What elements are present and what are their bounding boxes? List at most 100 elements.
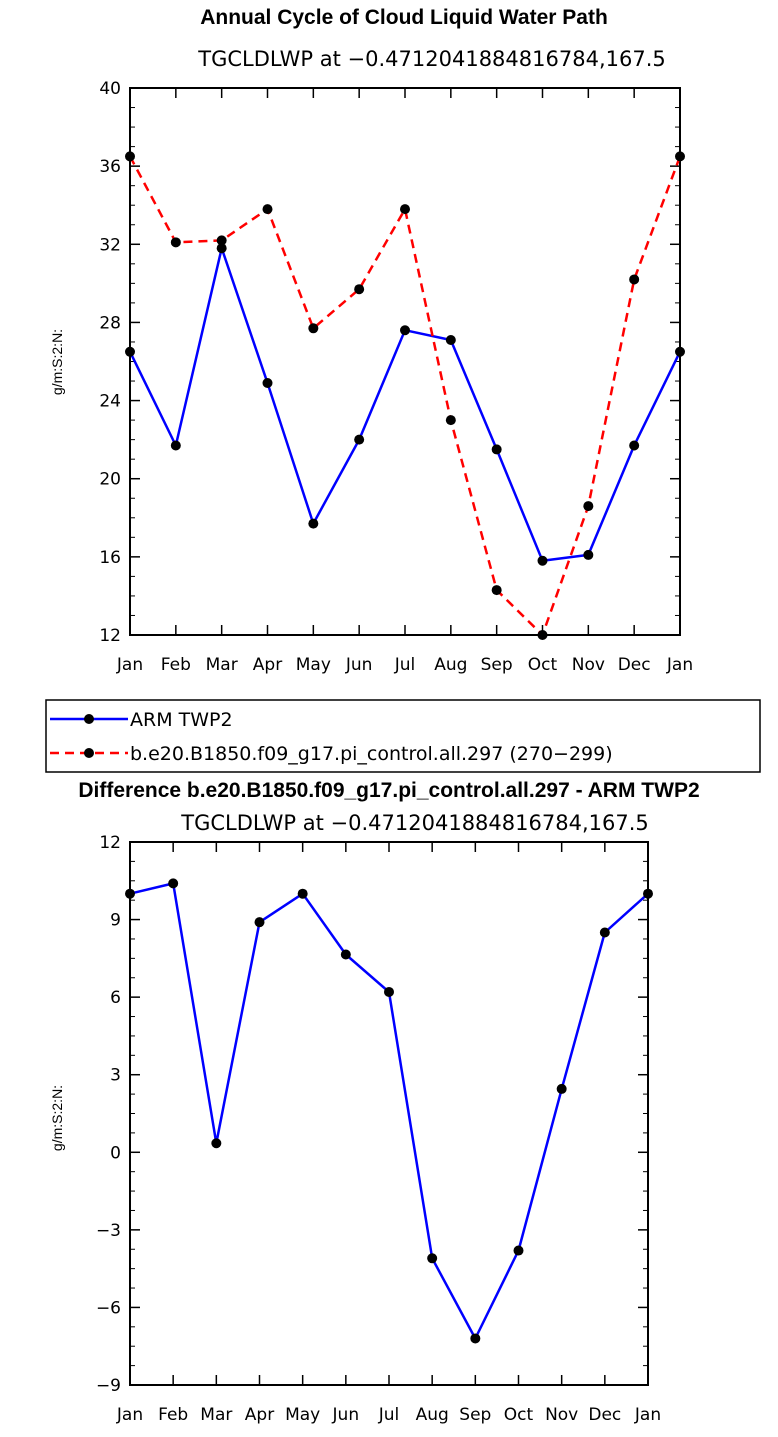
chart1-ytick-label: 36 xyxy=(99,157,121,177)
chart1-series-0-point xyxy=(491,444,502,455)
chart1-series-1-point xyxy=(675,151,685,162)
chart2-xtick-label: Sep xyxy=(459,1405,491,1425)
chart2-ytick-label: 9 xyxy=(110,911,121,931)
chart2-ytick-label: 6 xyxy=(110,988,121,1008)
chart1-series-0-point xyxy=(583,549,594,560)
chart1-series-0-point xyxy=(216,243,227,254)
chart1-ytick-label: 40 xyxy=(99,79,121,99)
chart1-xtick-label: Oct xyxy=(528,655,558,675)
chart2-ytick-label: 12 xyxy=(99,833,121,853)
chart1-series-0-point xyxy=(537,555,548,566)
chart2-xtick-label: Nov xyxy=(545,1405,578,1425)
chart1-series-0-point xyxy=(170,440,181,451)
chart2-series-0-point xyxy=(168,878,179,889)
chart2-xtick-label: Jul xyxy=(378,1405,400,1425)
chart2-xtick-label: May xyxy=(285,1405,320,1425)
chart2-series-0-point xyxy=(211,1138,222,1149)
chart1-series-0-line xyxy=(128,246,682,563)
chart2-series-0-point xyxy=(254,917,265,928)
chart1-frame xyxy=(129,87,681,636)
chart2-ytick-label: −9 xyxy=(96,1376,121,1396)
chart2-xtick-label: Dec xyxy=(588,1405,621,1425)
chart2-series-0-point xyxy=(427,1253,438,1264)
chart2-xtick-label: Aug xyxy=(416,1405,449,1425)
chart1-series-0-point xyxy=(629,440,640,451)
chart2-plot: −9 −6 −3 0 3 6 9 12 Jan Feb Mar Apr May Jun Jul Aug Sep O… xyxy=(96,833,661,1425)
chart1-xtick-label: Apr xyxy=(253,655,282,675)
chart1-series-1-point xyxy=(170,237,181,248)
chart1-series-1-line xyxy=(128,155,682,637)
chart1-series-1-point xyxy=(354,284,365,295)
chart2-series-0-point xyxy=(384,986,394,997)
chart1-ytick-label: 12 xyxy=(99,626,121,646)
chart1-ylabel: g/m:S:2:N: xyxy=(49,329,65,395)
chart1-ytick-label: 28 xyxy=(99,313,121,333)
chart1-series-1-point xyxy=(125,151,135,162)
chart1-xtick-label: Nov xyxy=(572,655,605,675)
chart1-series-1-point xyxy=(400,204,410,215)
chart1-ytick-label: 32 xyxy=(99,235,121,255)
chart2-xtick-label: Jan xyxy=(116,1405,143,1425)
chart1-xtick-label: May xyxy=(296,655,331,675)
chart2-subtitle: TGCLDLWP at −0.4712041884816784,167.5 xyxy=(180,811,649,835)
chart2-xtick-label: Mar xyxy=(200,1405,232,1425)
chart1-xtick-label: Sep xyxy=(481,655,513,675)
chart2-series-0-point xyxy=(297,888,308,899)
chart1-plot: 12 16 20 24 28 32 36 40 Jan Feb Mar Apr May Jun Jul Aug… xyxy=(99,79,693,675)
chart2-series-0-point xyxy=(513,1245,524,1256)
chart2-series-0-point xyxy=(340,949,351,960)
chart1-series-0-point xyxy=(445,335,456,346)
chart1-series-1-point xyxy=(629,274,640,285)
chart1-series-0-point xyxy=(400,325,410,336)
legend-marker-arm xyxy=(84,714,94,724)
chart1-series-0-point xyxy=(354,434,365,445)
chart1-ytick-label: 24 xyxy=(99,392,121,412)
chart1-series-0-point xyxy=(125,346,135,357)
chart1-xtick-label: Jun xyxy=(345,655,373,675)
chart2-series-0-line xyxy=(129,882,649,1340)
chart2-ytick-label: −3 xyxy=(96,1221,121,1241)
chart1-ytick-label: 16 xyxy=(99,548,121,568)
chart1-xtick-label: Feb xyxy=(161,655,191,675)
chart1-xtick-label: Jan xyxy=(116,655,143,675)
chart2-xtick-label: Oct xyxy=(504,1405,534,1425)
chart1-series-0-point xyxy=(308,518,319,529)
legend-box xyxy=(45,699,761,773)
chart1-series-0-point xyxy=(675,346,685,357)
chart1-series-1-point xyxy=(216,235,227,246)
chart1-series-1-point xyxy=(308,323,319,334)
chart2-series-0-point xyxy=(125,888,135,899)
chart1-legend: ARM TWP2 b.e20.B1850.f09_g17.pi_control.… xyxy=(45,699,761,773)
chart1-xtick-label: Jan xyxy=(666,655,693,675)
chart2-frame xyxy=(129,841,649,1386)
chart2-xtick-label: Apr xyxy=(245,1405,274,1425)
chart2-ytick-label: −6 xyxy=(96,1298,121,1318)
chart1-series-1-point xyxy=(583,501,594,512)
legend-marker-model xyxy=(84,748,94,758)
chart2-series-0-point xyxy=(556,1083,567,1094)
chart1-xtick-label: Dec xyxy=(618,655,651,675)
chart1-xtick-label: Aug xyxy=(434,655,467,675)
chart1-series-0-point xyxy=(262,377,273,388)
chart1-xtick-label: Mar xyxy=(206,655,238,675)
chart1-series-1-point xyxy=(445,415,456,426)
chart2-ylabel: g/m:S:2:N: xyxy=(49,1085,65,1151)
chart2-xtick-label: Feb xyxy=(158,1405,188,1425)
chart2-ytick-label: 0 xyxy=(110,1143,121,1163)
chart1-title: Annual Cycle of Cloud Liquid Water Path xyxy=(200,6,608,29)
legend-label-model: b.e20.B1850.f09_g17.pi_control.all.297 (… xyxy=(130,743,613,765)
chart2-ytick-label: 3 xyxy=(110,1066,121,1086)
chart2-series-0-point xyxy=(643,888,653,899)
chart1-xtick-label: Jul xyxy=(394,655,416,675)
chart2-title: Difference b.e20.B1850.f09_g17.pi_contro… xyxy=(78,779,699,802)
chart2-xtick-label: Jan xyxy=(634,1405,661,1425)
chart1-series-1-point xyxy=(537,630,548,640)
chart1-subtitle: TGCLDLWP at −0.4712041884816784,167.5 xyxy=(197,47,666,71)
chart2-series-0-point xyxy=(470,1333,481,1344)
chart2-series-0-point xyxy=(599,927,610,938)
chart2-xtick-label: Jun xyxy=(332,1405,360,1425)
legend-label-arm: ARM TWP2 xyxy=(130,709,233,731)
chart1-series-1-point xyxy=(491,585,502,596)
chart1-ytick-label: 20 xyxy=(99,470,121,490)
